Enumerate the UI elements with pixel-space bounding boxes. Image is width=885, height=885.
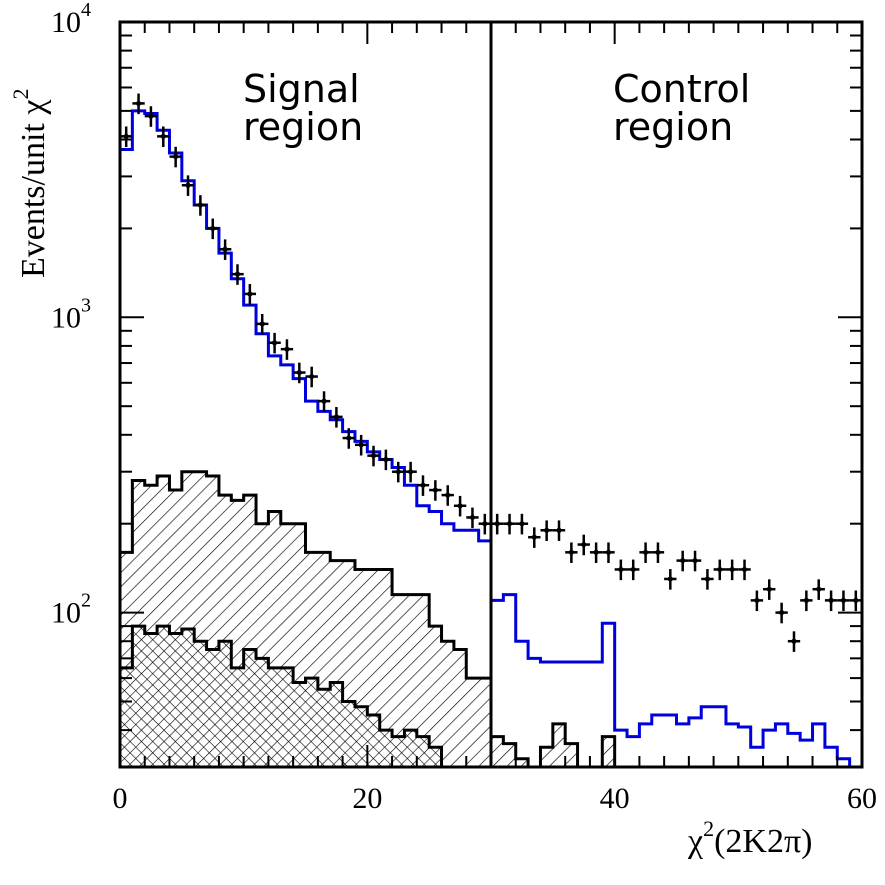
data-point <box>503 513 516 535</box>
data-point <box>379 449 393 471</box>
data-point <box>453 495 467 517</box>
data-point <box>763 579 776 600</box>
data-point <box>293 362 306 384</box>
data-point <box>330 407 343 428</box>
data-point <box>540 520 553 541</box>
data-point <box>317 391 331 412</box>
data-point <box>515 513 529 535</box>
data-point <box>812 579 825 600</box>
data-point <box>268 332 281 354</box>
data-point <box>404 461 417 483</box>
data-point <box>701 569 714 590</box>
data-point <box>614 559 628 581</box>
data-point <box>849 590 862 612</box>
data-point <box>367 445 380 467</box>
x-tick-label: 40 <box>600 782 630 815</box>
data-point <box>342 428 355 449</box>
data-point <box>651 542 665 564</box>
data-point <box>725 559 739 581</box>
data-point <box>800 590 813 612</box>
data-point <box>144 106 158 127</box>
y-axis-title: Events/unit χ2 <box>8 89 52 278</box>
y-tick-label: 103 <box>51 294 91 334</box>
data-point <box>416 475 430 496</box>
data-point <box>478 513 491 535</box>
svg-text:χ2(2K2π): χ2(2K2π) <box>687 816 812 860</box>
mc-total-histogram <box>120 109 862 767</box>
data-point <box>688 550 702 572</box>
control-region-label-line1: Control <box>613 67 750 111</box>
y-axis-title-sup: 2 <box>8 89 33 100</box>
data-point <box>354 434 368 456</box>
data-point <box>627 559 640 581</box>
data-point <box>429 480 442 501</box>
control-region-label-line2: region <box>613 105 733 149</box>
data-point <box>589 542 603 564</box>
data-point <box>552 520 566 541</box>
data-point <box>243 284 257 305</box>
data-point <box>441 485 454 506</box>
x-tick-label: 20 <box>352 782 382 815</box>
data-point <box>602 542 615 564</box>
data-points-layer <box>120 93 862 652</box>
x-axis-title-rest: (2K2π) <box>714 823 812 860</box>
data-point <box>577 534 590 556</box>
x-axis-title: χ2(2K2π) <box>687 816 812 860</box>
data-point <box>305 366 318 388</box>
data-point <box>824 590 838 612</box>
background-crosshatched-histogram <box>120 624 493 767</box>
data-point <box>280 339 294 360</box>
x-tick-label: 0 <box>113 782 128 815</box>
signal-region-label-line1: Signal <box>243 67 360 111</box>
data-point <box>120 126 133 148</box>
data-point <box>132 93 145 115</box>
y-tick-label: 102 <box>51 590 91 630</box>
data-point <box>738 559 751 581</box>
signal-region-label-line2: region <box>243 105 363 149</box>
data-point <box>775 602 788 624</box>
y-axis-title-main: Events/unit χ <box>15 100 52 278</box>
y-tick-label: 104 <box>51 0 91 39</box>
data-point <box>664 569 677 590</box>
data-point <box>231 264 244 285</box>
data-point <box>787 631 801 652</box>
data-point <box>169 146 182 168</box>
data-point <box>528 527 541 548</box>
data-point <box>713 559 726 581</box>
data-point <box>639 542 652 564</box>
x-tick-label: 60 <box>847 782 877 815</box>
data-point <box>565 542 578 564</box>
histogram-layer <box>120 109 862 767</box>
data-point <box>256 314 269 335</box>
data-point <box>750 590 764 612</box>
data-point <box>491 513 504 535</box>
ticks-layer: 0 20 40 60 102 103 104 <box>51 0 877 815</box>
data-point <box>218 239 232 260</box>
data-point <box>157 126 170 148</box>
data-point <box>676 550 689 572</box>
data-point <box>206 218 219 240</box>
x-axis-title-main: χ <box>687 823 703 860</box>
x-axis-title-sup: 2 <box>703 816 714 841</box>
data-point <box>466 507 479 529</box>
data-point <box>837 590 850 612</box>
data-point <box>181 175 195 196</box>
data-point <box>194 195 207 216</box>
svg-text:Events/unit χ2: Events/unit χ2 <box>8 89 52 278</box>
data-point <box>392 461 405 483</box>
